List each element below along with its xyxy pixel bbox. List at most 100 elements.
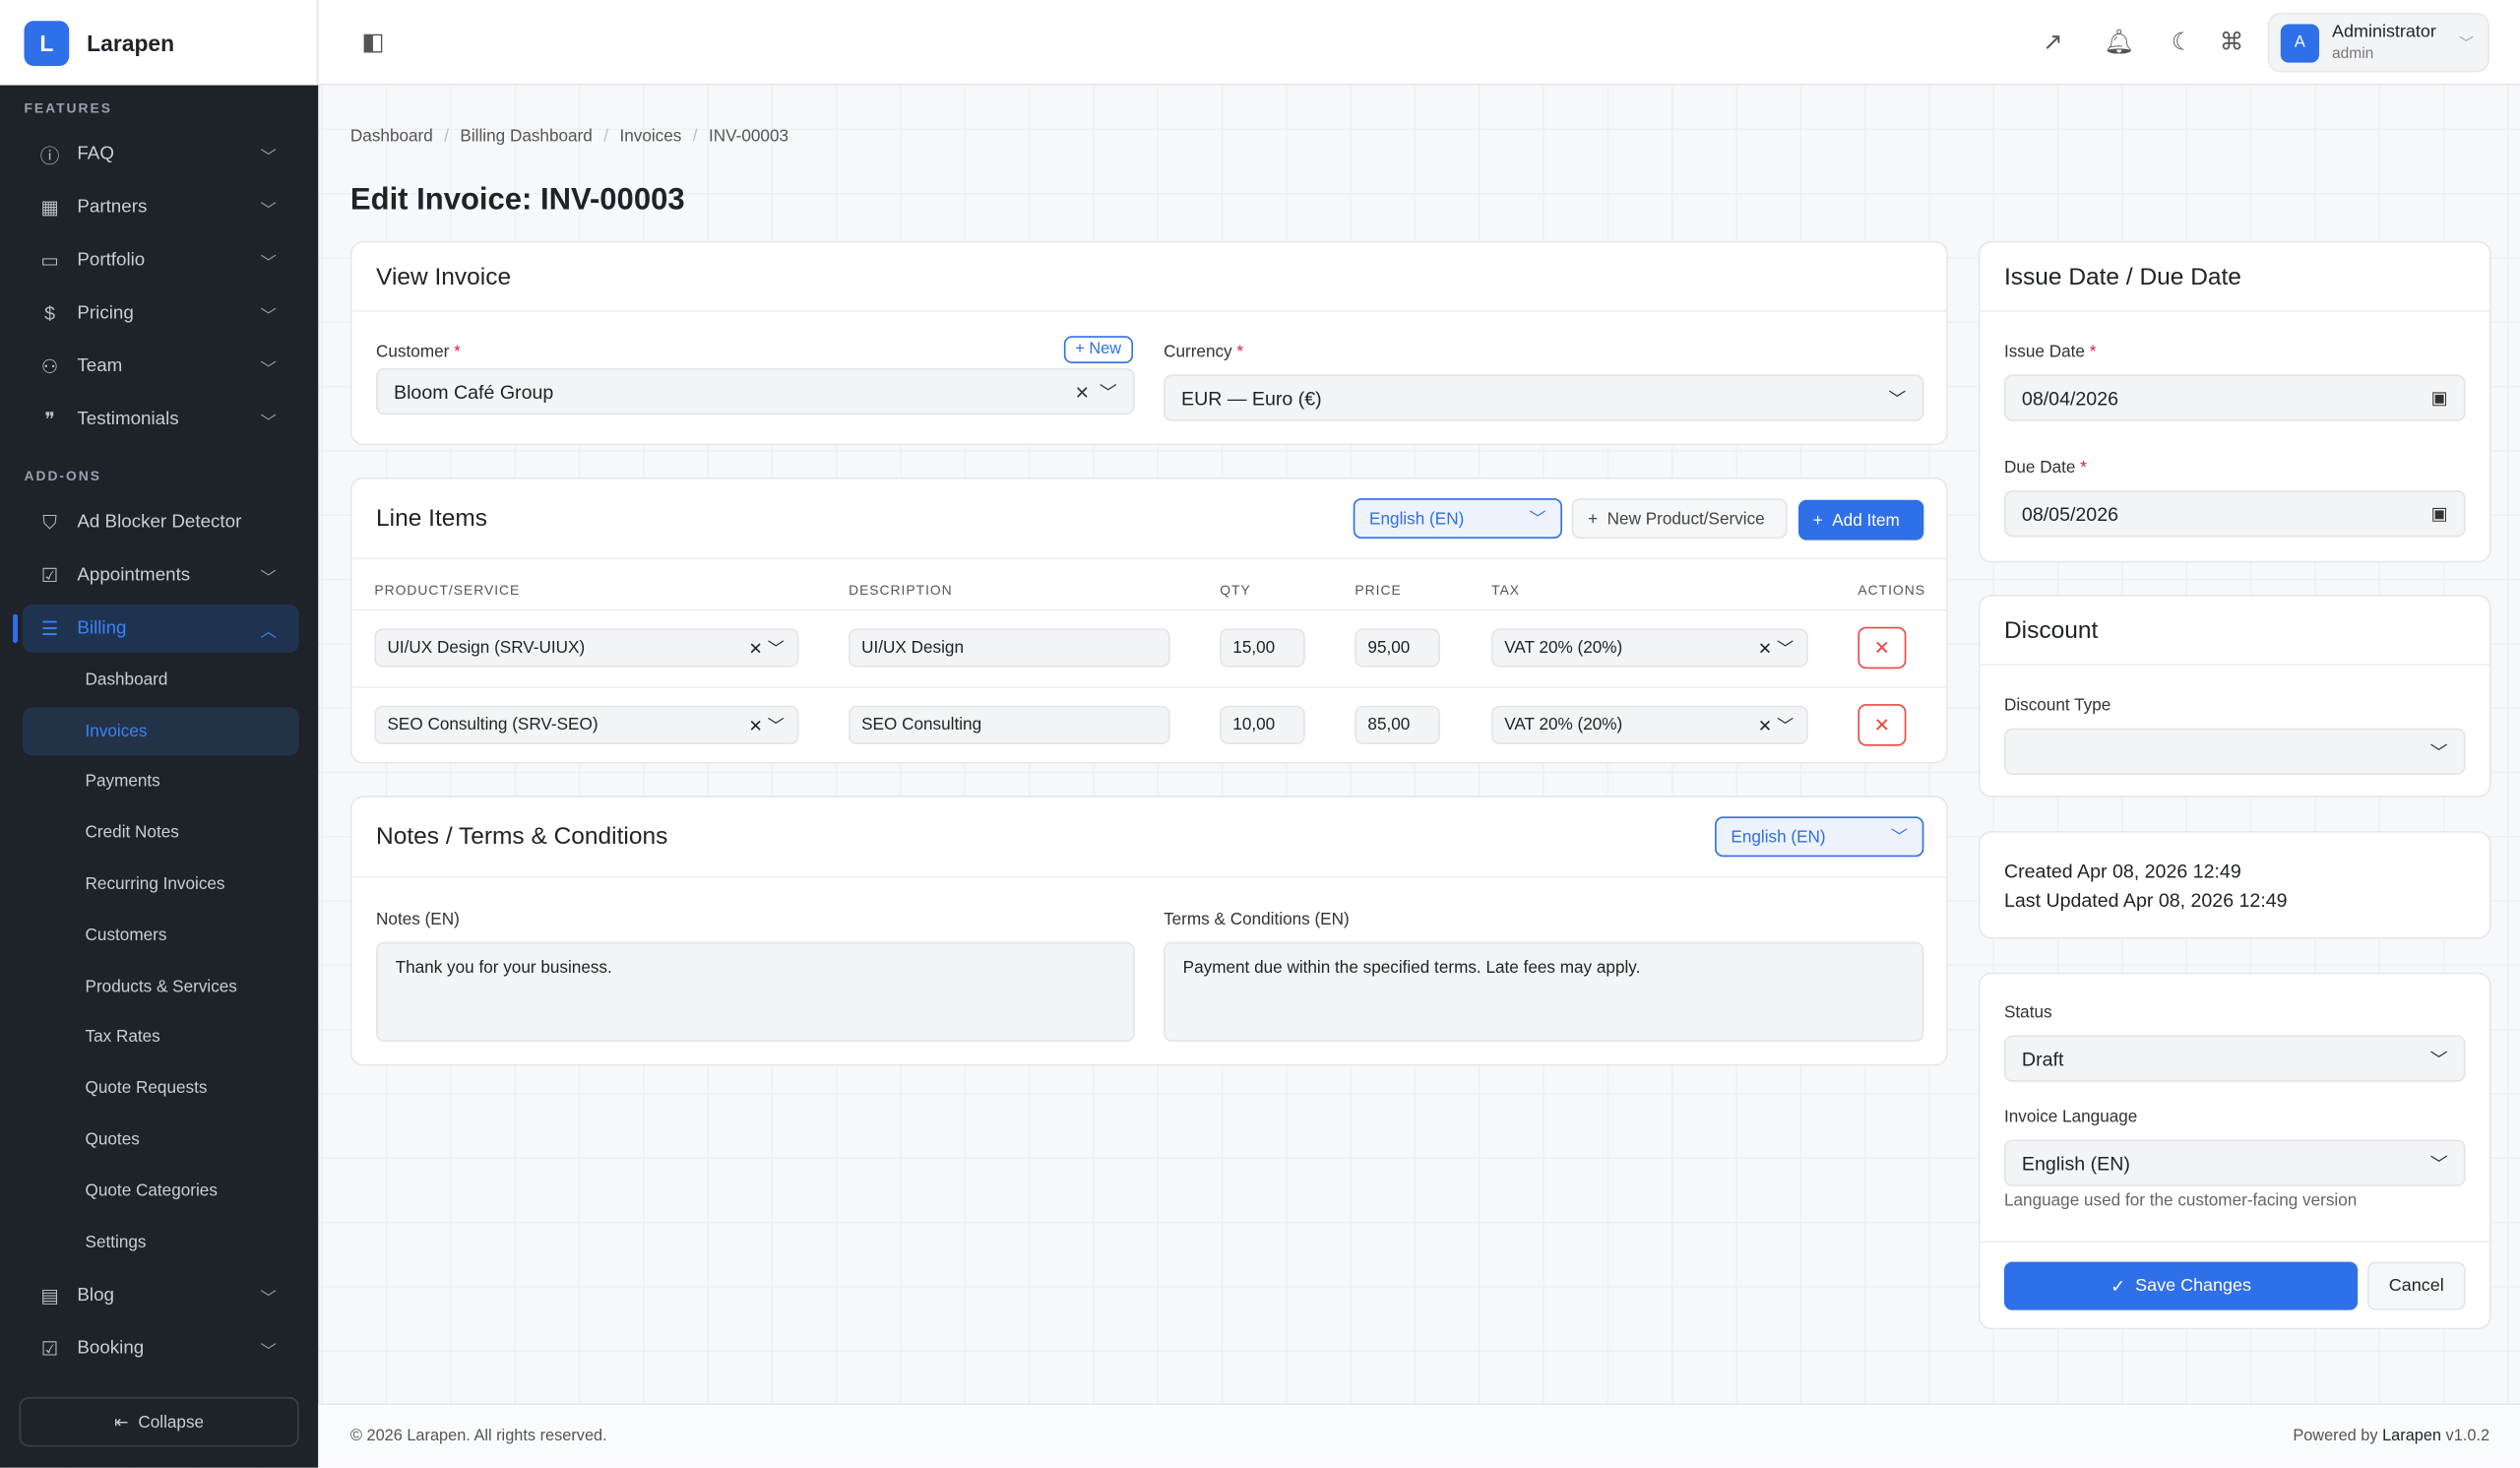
status-select[interactable]: Draft ﹀: [2003, 1035, 2466, 1082]
sidebar-item-testimonials[interactable]: ❞ Testimonials ﹀: [23, 396, 299, 444]
delete-row-button[interactable]: ✕: [1858, 704, 1907, 746]
product-select[interactable]: SEO Consulting (SRV-SEO) ✕ ﹀: [374, 705, 799, 744]
sidebar-item-faq[interactable]: ⓘ FAQ ﹀: [23, 130, 299, 178]
qty-input[interactable]: 15,00: [1220, 628, 1305, 668]
sidebar-item-pricing[interactable]: $ Pricing ﹀: [23, 289, 299, 338]
notes-textarea[interactable]: Thank you for your business.: [376, 941, 1135, 1042]
sidebar-sub-products[interactable]: Products & Services: [85, 977, 237, 997]
updated-at: Last Updated Apr 08, 2026 12:49: [2003, 888, 2288, 912]
sidebar-item-ad-blocker[interactable]: ⛉ Ad Blocker Detector: [23, 498, 299, 546]
user-menu[interactable]: A Administrator admin ﹀: [2267, 13, 2490, 73]
section-addons: ADD-ONS: [24, 468, 101, 484]
discount-type-select[interactable]: ﹀: [2003, 728, 2466, 775]
sidebar-sub-invoices[interactable]: Invoices: [22, 707, 299, 756]
discount-type-label: Discount Type: [2003, 695, 2111, 716]
invoice-language-select[interactable]: English (EN) ﹀: [2003, 1139, 2466, 1186]
invoice-language-label: Invoice Language: [2003, 1107, 2138, 1127]
description-input[interactable]: UI/UX Design: [849, 628, 1170, 668]
chevron-down-icon: ﹀: [260, 414, 277, 432]
tax-select[interactable]: VAT 20% (20%) ✕ ﹀: [1491, 705, 1808, 744]
label: Team: [77, 356, 123, 377]
notes-label: Notes (EN): [376, 910, 460, 929]
price-input[interactable]: 95,00: [1354, 628, 1440, 668]
sidebar-item-appointments[interactable]: ☑ Appointments ﹀: [23, 551, 299, 600]
chevron-down-icon: ﹀: [2429, 1155, 2448, 1175]
building-icon: ▦: [40, 196, 59, 220]
tax-select[interactable]: VAT 20% (20%) ✕ ﹀: [1491, 628, 1808, 668]
user-role: admin: [2332, 43, 2374, 62]
col-description: DESCRIPTION: [849, 582, 953, 599]
currency-select[interactable]: EUR — Euro (€) ﹀: [1164, 374, 1924, 421]
clear-and-chevron-icon[interactable]: ✕ ﹀: [1074, 383, 1117, 403]
sidebar-sub-payments[interactable]: Payments: [85, 771, 160, 792]
question-icon: ⓘ: [39, 144, 60, 166]
crumb-billing-dashboard[interactable]: Billing Dashboard: [460, 126, 593, 147]
sidebar-item-partners[interactable]: ▦ Partners ﹀: [23, 183, 299, 231]
view-invoice-card: View Invoice Customer * + New Bloom Café…: [349, 240, 1948, 446]
crumb-dashboard[interactable]: Dashboard: [349, 126, 433, 147]
sidebar-sub-credit-notes[interactable]: Credit Notes: [85, 822, 179, 843]
sidebar-sub-quote-categories[interactable]: Quote Categories: [85, 1181, 218, 1201]
active-indicator: [13, 613, 18, 644]
document-icon: ▤: [40, 1284, 59, 1308]
delete-row-button[interactable]: ✕: [1858, 626, 1907, 670]
sidebar-sub-quotes[interactable]: Quotes: [85, 1129, 140, 1150]
product-select[interactable]: UI/UX Design (SRV-UIUX) ✕ ﹀: [374, 628, 799, 668]
sidebar-item-booking[interactable]: ☑ Booking ﹀: [23, 1324, 299, 1372]
sidebar-sub-quote-requests[interactable]: Quote Requests: [85, 1078, 208, 1099]
sidebar-item-team[interactable]: ⚇ Team ﹀: [23, 343, 299, 391]
calendar-check-icon: ☑: [40, 564, 59, 587]
chevron-down-icon: ﹀: [260, 1343, 277, 1362]
notes-language-select[interactable]: English (EN) ﹀: [1715, 816, 1924, 858]
new-product-button[interactable]: + New Product/Service: [1571, 498, 1788, 539]
price-input[interactable]: 85,00: [1354, 705, 1440, 744]
due-date-input[interactable]: 08/05/2026 ▣: [2003, 489, 2466, 538]
label: Pricing: [77, 303, 134, 324]
label: Ad Blocker Detector: [77, 512, 242, 533]
description-input[interactable]: SEO Consulting: [849, 705, 1170, 744]
sidebar-sub-customers[interactable]: Customers: [85, 925, 167, 946]
powered-brand[interactable]: Larapen: [2382, 1427, 2442, 1445]
dates-card: Issue Date / Due Date Issue Date * 08/04…: [1978, 240, 2491, 563]
external-link-icon[interactable]: ↗: [2043, 29, 2063, 57]
chevron-down-icon: ﹀: [2459, 34, 2474, 52]
qty-input[interactable]: 10,00: [1220, 705, 1305, 744]
add-item-button[interactable]: + Add Item: [1797, 499, 1924, 541]
receipt-icon: ☰: [40, 616, 59, 640]
sidebar-sub-tax-rates[interactable]: Tax Rates: [85, 1027, 160, 1047]
sidebar: L Larapen FEATURES ⓘ FAQ ﹀ ▦ Partners ﹀ ▭ Por…: [0, 0, 319, 1468]
bell-icon[interactable]: 🔔︎: [2104, 29, 2135, 57]
terms-textarea[interactable]: Payment due within the specified terms. …: [1164, 941, 1924, 1042]
sidebar-sub-dashboard[interactable]: Dashboard: [85, 670, 168, 690]
currency-label: Currency *: [1164, 342, 1244, 362]
chevron-down-icon: ﹀: [260, 254, 277, 273]
new-customer-button[interactable]: + New: [1063, 336, 1133, 363]
card-title: Issue Date / Due Date: [1980, 243, 2490, 312]
sidebar-sub-recurring-invoices[interactable]: Recurring Invoices: [85, 874, 225, 894]
issue-date-input[interactable]: 08/04/2026 ▣: [2003, 374, 2466, 421]
sidebar-item-blog[interactable]: ▤ Blog ﹀: [23, 1271, 299, 1319]
created-at: Created Apr 08, 2026 12:49: [2003, 860, 2241, 883]
translate-icon[interactable]: ⌘: [2219, 29, 2244, 57]
label: Testimonials: [77, 410, 179, 429]
chevron-down-icon: ﹀: [1888, 389, 1907, 410]
calendar-check-icon: ☑: [40, 1337, 59, 1361]
moon-icon[interactable]: ☾: [2171, 29, 2193, 57]
sidebar-item-portfolio[interactable]: ▭ Portfolio ﹀: [23, 236, 299, 285]
customer-select[interactable]: Bloom Café Group ✕ ﹀: [376, 367, 1135, 415]
page-title: Edit Invoice: INV-00003: [349, 183, 685, 218]
chevron-down-icon: ﹀: [2429, 1050, 2448, 1070]
crumb-current: INV-00003: [708, 126, 789, 147]
breadcrumb: Dashboard / Billing Dashboard / Invoices / …: [349, 126, 789, 147]
save-changes-button[interactable]: ✓ Save Changes: [2003, 1261, 2359, 1310]
crumb-invoices[interactable]: Invoices: [619, 126, 682, 147]
cancel-button[interactable]: Cancel: [2366, 1261, 2466, 1310]
line-items-language-select[interactable]: English (EN) ﹀: [1353, 498, 1562, 539]
collapse-button[interactable]: ⇤ Collapse: [19, 1396, 299, 1447]
sidebar-toggle-icon[interactable]: ◧: [361, 29, 385, 57]
user-name: Administrator: [2332, 22, 2436, 41]
sidebar-item-billing[interactable]: ☰ Billing ︿: [13, 604, 299, 653]
brand[interactable]: L Larapen: [0, 0, 319, 86]
sidebar-sub-settings[interactable]: Settings: [85, 1233, 147, 1252]
col-price: PRICE: [1354, 582, 1402, 599]
